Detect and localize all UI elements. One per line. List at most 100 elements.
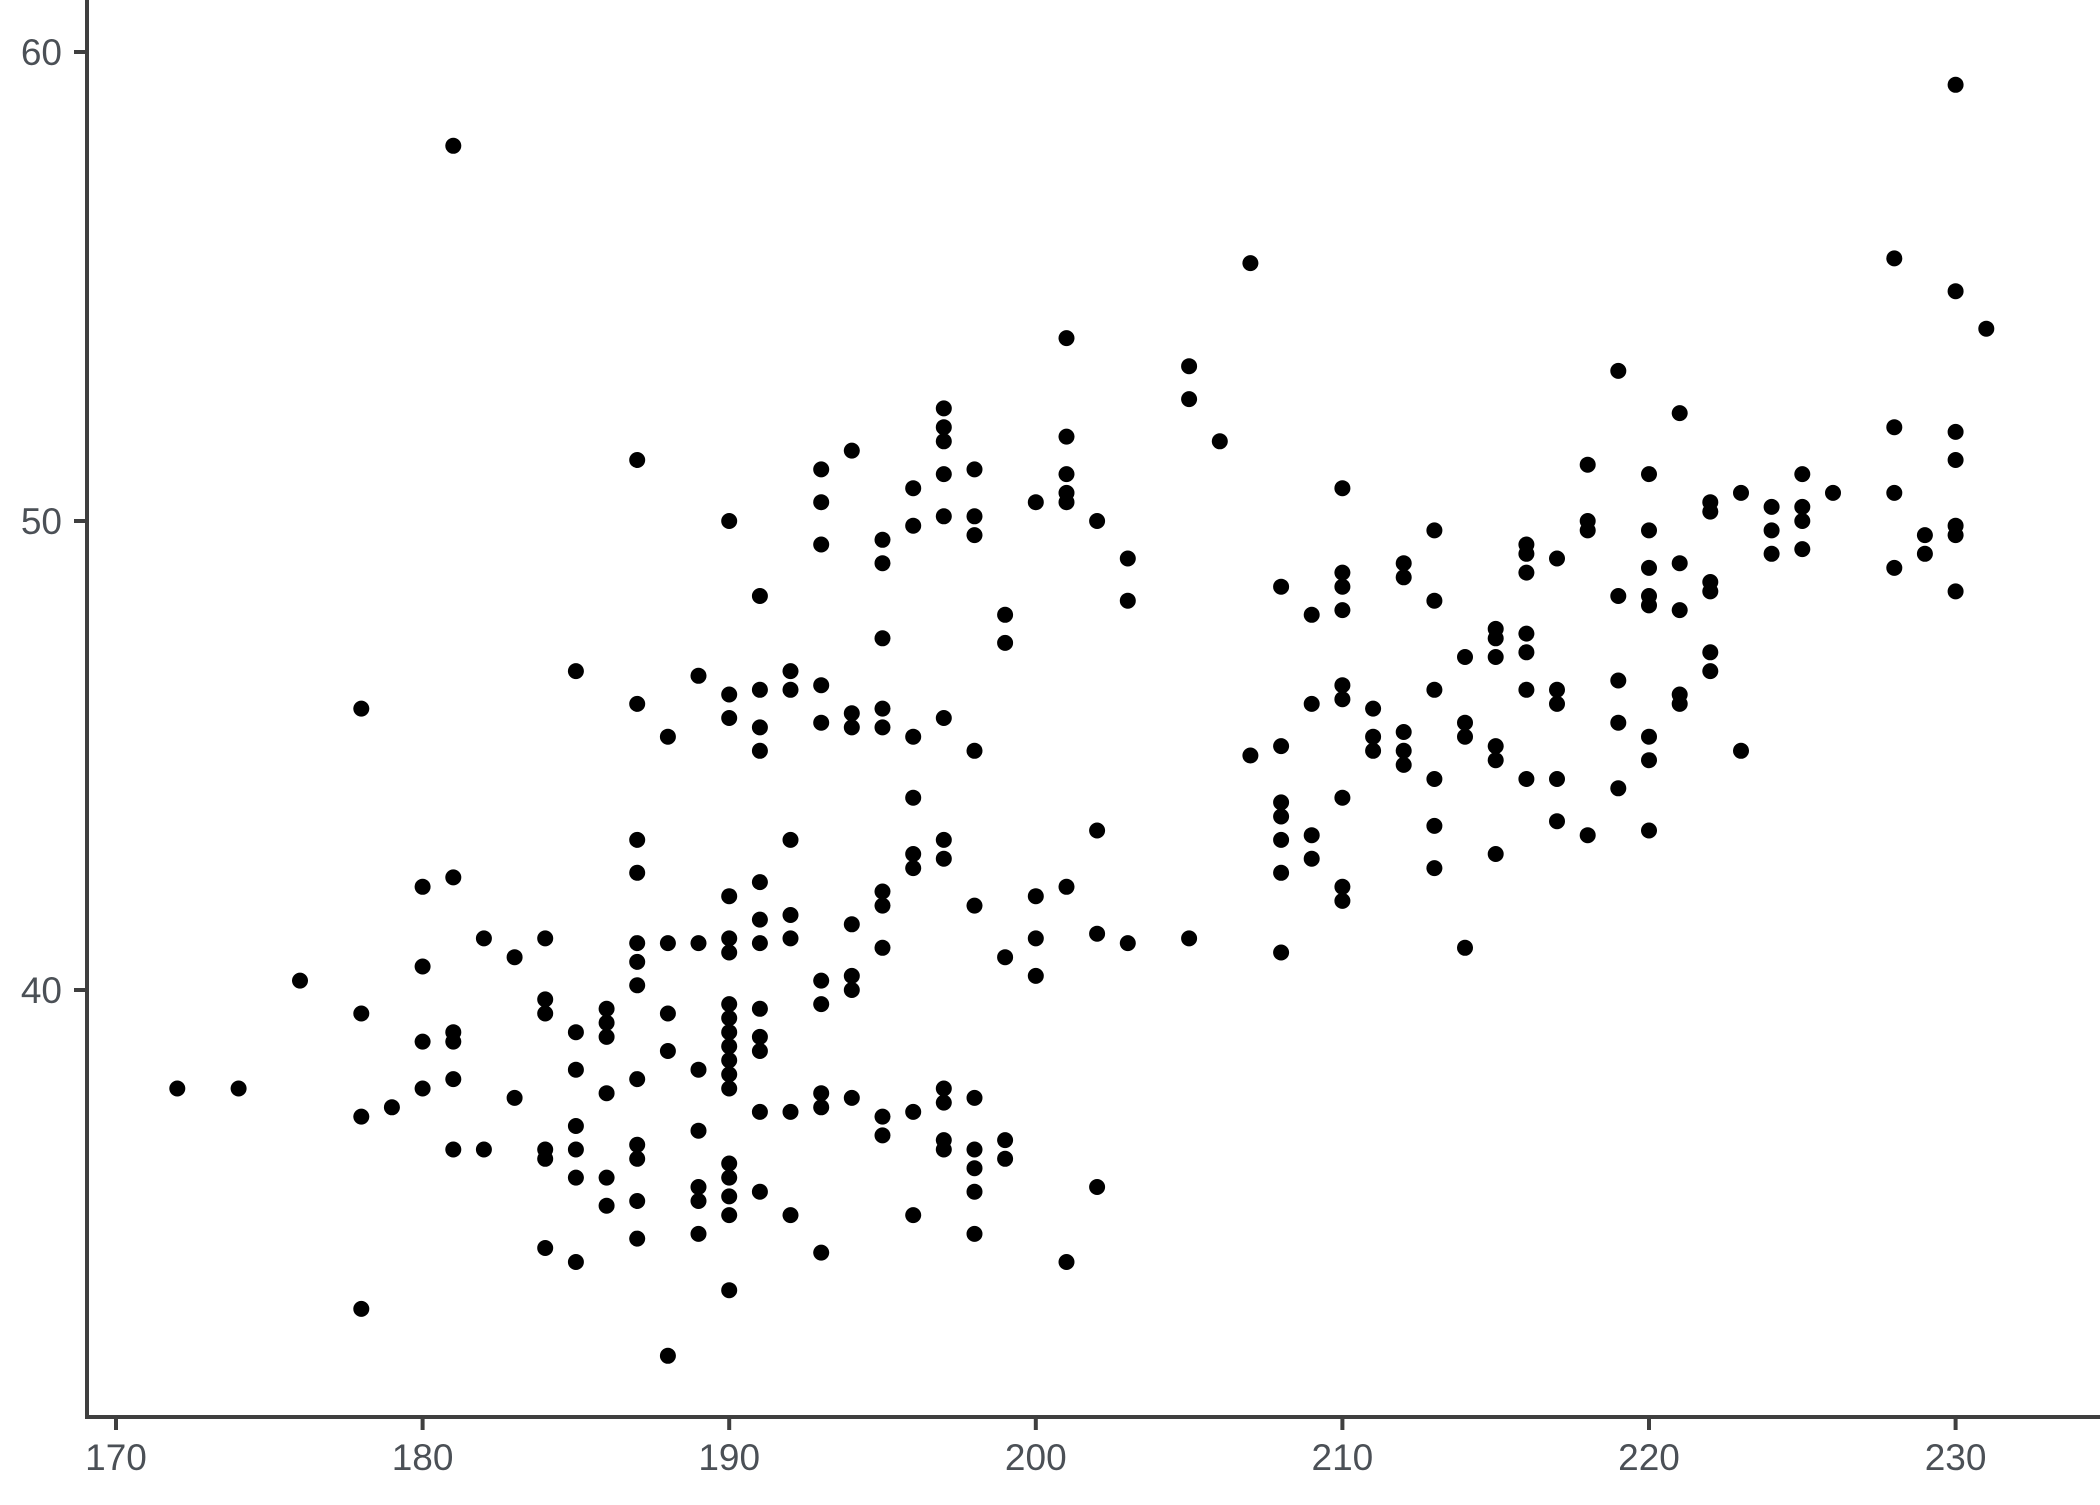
data-point [292, 972, 308, 989]
data-point [721, 1155, 738, 1172]
data-point [475, 930, 492, 947]
data-point [1334, 480, 1351, 497]
data-point [1641, 728, 1657, 745]
data-point [567, 1169, 584, 1186]
data-point [1947, 423, 1964, 440]
data-point [1610, 362, 1627, 379]
data-point [1549, 695, 1565, 712]
data-point [966, 1225, 983, 1242]
data-point [1886, 419, 1903, 436]
data-point [1947, 452, 1964, 468]
data-point [1334, 878, 1351, 895]
data-point [1181, 391, 1198, 408]
data-point [1487, 649, 1504, 665]
data-point [445, 1071, 462, 1088]
data-point [751, 1000, 768, 1017]
data-point [1947, 583, 1964, 600]
data-point [598, 1000, 615, 1017]
data-point [905, 728, 922, 745]
data-point [1303, 850, 1320, 867]
data-point [843, 967, 860, 984]
data-point [1702, 644, 1719, 661]
data-point [874, 1108, 891, 1125]
data-point [1886, 250, 1903, 267]
data-point [782, 681, 799, 698]
data-point [721, 930, 738, 947]
data-point [966, 897, 983, 914]
data-point [935, 400, 952, 417]
data-point [721, 686, 738, 703]
data-point [1457, 939, 1473, 956]
data-point [782, 663, 799, 680]
data-point [1395, 742, 1412, 759]
data-point [751, 742, 768, 759]
data-point [813, 1085, 830, 1102]
data-point [1426, 681, 1443, 698]
data-point [414, 1033, 431, 1050]
data-point [537, 1150, 554, 1167]
data-point [751, 719, 768, 736]
data-point [1518, 681, 1535, 698]
data-point [1641, 522, 1657, 539]
data-point [230, 1080, 247, 1097]
data-point [874, 531, 891, 548]
data-point [1181, 930, 1198, 947]
data-point [1426, 592, 1443, 609]
data-point [629, 953, 646, 970]
data-point [1671, 695, 1688, 712]
data-point [1794, 498, 1811, 515]
data-point [843, 982, 860, 998]
data-point [414, 1080, 431, 1097]
data-point [1641, 822, 1657, 839]
data-point [935, 1141, 952, 1158]
data-point [751, 588, 768, 604]
data-point [567, 1061, 584, 1078]
data-point [537, 991, 554, 1008]
data-point [874, 883, 891, 900]
data-point [537, 1005, 554, 1022]
data-point [843, 442, 860, 459]
data-point [1181, 358, 1198, 375]
data-point [813, 536, 830, 553]
x-tick-label: 170 [85, 1437, 147, 1478]
data-point [567, 1141, 584, 1158]
data-point [813, 461, 830, 478]
data-point [721, 1052, 738, 1069]
data-point [997, 949, 1014, 966]
data-point [690, 1193, 707, 1209]
data-point [997, 1150, 1014, 1167]
data-point [598, 1169, 615, 1186]
data-point [1794, 466, 1811, 483]
data-point [721, 1169, 738, 1186]
data-point [935, 419, 952, 436]
data-point [690, 667, 707, 684]
data-point [905, 480, 922, 497]
data-point [1426, 771, 1443, 787]
data-point [1334, 677, 1351, 694]
data-point [1702, 583, 1719, 600]
data-point [843, 916, 860, 933]
data-point [1395, 569, 1412, 586]
data-point [1119, 592, 1136, 609]
data-point [383, 1099, 400, 1116]
data-point [1303, 827, 1320, 844]
data-point [1365, 742, 1382, 759]
data-point [1395, 724, 1412, 740]
data-point [1549, 550, 1565, 567]
data-point [475, 1141, 492, 1158]
data-point [721, 1282, 738, 1299]
data-point [1610, 714, 1627, 731]
data-point [905, 789, 922, 806]
data-point [1579, 827, 1596, 844]
data-point [874, 897, 891, 914]
data-point [782, 930, 799, 947]
data-point [690, 935, 707, 952]
data-point [1518, 545, 1535, 562]
data-point [751, 1183, 768, 1200]
data-point [1058, 494, 1075, 511]
data-point [629, 864, 646, 881]
data-point [414, 878, 431, 895]
data-point [966, 1160, 983, 1177]
data-point [1733, 742, 1749, 759]
data-point [782, 1207, 799, 1224]
